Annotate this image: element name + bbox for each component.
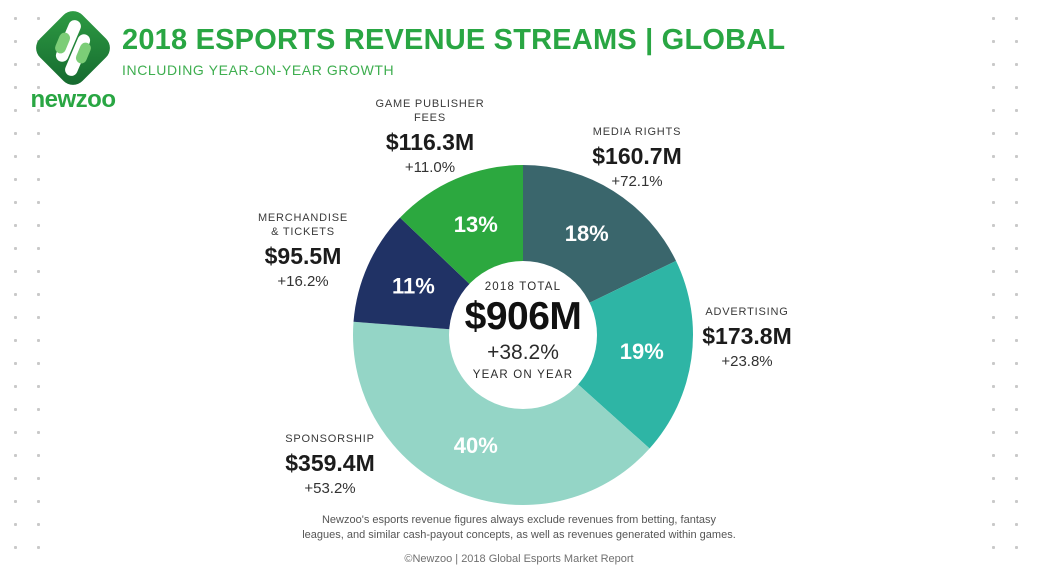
total-value: $906M	[464, 295, 582, 338]
donut-hole	[449, 261, 597, 409]
segment-label-line2: & TICKETS	[271, 225, 335, 238]
segment-label: GAME PUBLISHER	[375, 98, 485, 110]
segment-growth: +11.0%	[404, 158, 456, 176]
pie-percent-label: 40%	[454, 433, 498, 458]
donut-chart: 18% 19% 40% 11% 13%	[353, 165, 693, 505]
disclaimer-line1: Newzoo's esports revenue figures always …	[321, 514, 717, 526]
callout-advertising: ADVERTISING $173.8M +23.8%	[672, 306, 822, 370]
segment-label: SPONSORSHIP	[285, 433, 375, 445]
left-dot-pattern	[0, 0, 58, 569]
pie-percent-label: 18%	[565, 221, 609, 246]
header: 2018 ESPORTS REVENUE STREAMS | GLOBAL IN…	[122, 24, 785, 78]
newzoo-logo: newzoo	[28, 8, 118, 114]
segment-label: ADVERTISING	[705, 306, 789, 318]
segment-value: $116.3M	[385, 128, 475, 155]
segment-growth: +72.1%	[611, 172, 663, 190]
callout-game-publisher-fees: GAME PUBLISHER FEES $116.3M +11.0%	[355, 98, 505, 176]
newzoo-wordmark: newzoo	[30, 86, 117, 113]
disclaimer-line2: leagues, and similar cash-payout concept…	[302, 528, 736, 541]
segment-value: $95.5M	[264, 242, 342, 269]
donut-center-summary: 2018 TOTAL $906M +38.2% YEAR ON YEAR	[433, 281, 613, 381]
total-growth: +38.2%	[487, 341, 559, 364]
callout-merchandise-tickets: MERCHANDISE & TICKETS $95.5M +16.2%	[228, 212, 378, 290]
footer: Newzoo's esports revenue figures always …	[0, 513, 1038, 565]
segment-label-line2: FEES	[414, 111, 446, 124]
segment-growth: +16.2%	[277, 272, 329, 290]
total-top-label: 2018 TOTAL	[484, 281, 562, 293]
page-subtitle: INCLUDING YEAR-ON-YEAR GROWTH	[122, 62, 395, 78]
callout-sponsorship: SPONSORSHIP $359.4M +53.2%	[255, 433, 405, 497]
segment-growth: +23.8%	[721, 352, 773, 370]
pie-segment-advertising	[523, 260, 693, 449]
segment-growth: +53.2%	[304, 479, 356, 497]
pie-percent-label: 19%	[620, 339, 664, 364]
page-title: 2018 ESPORTS REVENUE STREAMS | GLOBAL	[122, 24, 786, 56]
pie-segment-sponsorship	[353, 321, 650, 505]
newzoo-diamond-icon	[36, 11, 110, 85]
segment-value: $173.8M	[702, 322, 792, 349]
segment-value: $160.7M	[592, 142, 682, 169]
segment-label: MERCHANDISE	[257, 212, 349, 224]
copyright-line: ©Newzoo | 2018 Global Esports Market Rep…	[404, 552, 634, 565]
segment-value: $359.4M	[285, 449, 375, 476]
pie-percent-label: 13%	[454, 212, 498, 237]
total-bottom-label: YEAR ON YEAR	[472, 369, 574, 381]
segment-label: MEDIA RIGHTS	[592, 126, 682, 138]
right-dot-pattern	[978, 0, 1038, 569]
callout-media-rights: MEDIA RIGHTS $160.7M +72.1%	[562, 126, 712, 190]
pie-percent-label: 11%	[392, 274, 435, 299]
